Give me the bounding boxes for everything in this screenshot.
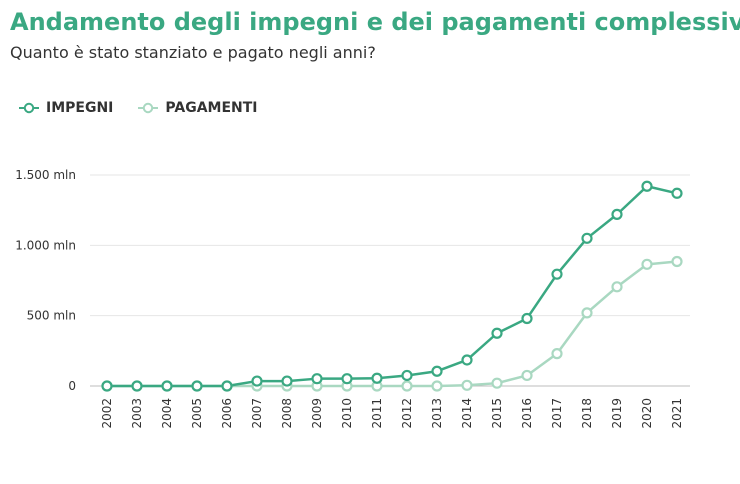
series-line-impegni xyxy=(107,185,678,388)
legend-marker-impegni-icon xyxy=(19,102,39,114)
chart-title: Andamento degli impegni e dei pagamenti … xyxy=(10,8,740,36)
x-tick-label-2018: 2018 xyxy=(580,398,594,429)
point-impegni-2013 xyxy=(431,365,443,377)
point-impegni-2016 xyxy=(521,312,533,325)
y-tick-label-500: 500 mln xyxy=(27,309,76,323)
point-impegni-2018 xyxy=(581,232,593,244)
point-impegni-2021 xyxy=(671,187,683,199)
point-impegni-2007 xyxy=(251,375,263,387)
point-impegni-2002 xyxy=(101,380,113,392)
point-impegni-2003 xyxy=(131,380,143,392)
point-impegni-2015 xyxy=(491,327,503,339)
x-tick-label-2010: 2010 xyxy=(340,398,354,429)
point-impegni-2011 xyxy=(371,372,383,384)
x-tick-label-2007: 2007 xyxy=(250,398,264,429)
point-impegni-2009 xyxy=(311,373,323,385)
point-impegni-2004 xyxy=(161,380,173,392)
point-pagamenti-2018 xyxy=(581,307,593,319)
y-tick-label-1000: 1.000 mln xyxy=(15,238,76,252)
chart-subtitle: Quanto è stato stanziato e pagato negli … xyxy=(10,43,376,62)
point-pagamenti-2017 xyxy=(551,348,563,360)
point-pagamenti-2015 xyxy=(491,377,503,389)
x-tick-label-2019: 2019 xyxy=(610,398,624,429)
point-impegni-2019 xyxy=(611,208,623,220)
series-line-pagamenti xyxy=(107,260,678,388)
point-pagamenti-2019 xyxy=(611,281,623,293)
point-impegni-2020 xyxy=(641,180,653,192)
x-tick-label-2008: 2008 xyxy=(280,398,294,429)
point-pagamenti-2014 xyxy=(461,379,473,391)
point-pagamenti-2013 xyxy=(431,380,443,392)
x-tick-label-2014: 2014 xyxy=(460,398,474,429)
y-tick-label-1500: 1.500 mln xyxy=(15,168,76,182)
legend-label-pagamenti: PAGAMENTI xyxy=(165,100,258,116)
legend-item-impegni[interactable]: IMPEGNI xyxy=(18,100,113,116)
x-tick-label-2021: 2021 xyxy=(670,398,684,429)
point-pagamenti-2020 xyxy=(641,258,653,270)
point-impegni-2005 xyxy=(191,380,203,392)
point-impegni-2017 xyxy=(551,268,563,280)
x-tick-label-2003: 2003 xyxy=(130,398,144,429)
point-impegni-2012 xyxy=(401,369,413,382)
x-tick-label-2016: 2016 xyxy=(520,398,534,429)
y-tick-label-0: 0 xyxy=(68,379,76,393)
point-pagamenti-2021 xyxy=(671,255,683,268)
point-impegni-2014 xyxy=(461,354,473,366)
x-tick-label-2002: 2002 xyxy=(100,398,114,429)
point-pagamenti-2016 xyxy=(521,369,533,382)
x-tick-label-2011: 2011 xyxy=(370,398,384,429)
legend: IMPEGNI PAGAMENTI xyxy=(18,100,282,116)
legend-item-pagamenti[interactable]: PAGAMENTI xyxy=(137,100,258,116)
x-tick-label-2015: 2015 xyxy=(490,398,504,429)
x-tick-label-2012: 2012 xyxy=(400,398,414,429)
x-tick-label-2005: 2005 xyxy=(190,398,204,429)
x-tick-label-2004: 2004 xyxy=(160,398,174,429)
x-tick-label-2017: 2017 xyxy=(550,398,564,429)
point-impegni-2006 xyxy=(221,380,233,392)
x-tick-label-2013: 2013 xyxy=(430,398,444,429)
x-tick-label-2020: 2020 xyxy=(640,398,654,429)
x-tick-label-2006: 2006 xyxy=(220,398,234,429)
legend-label-impegni: IMPEGNI xyxy=(46,100,114,116)
point-impegni-2008 xyxy=(281,375,293,387)
point-pagamenti-2012 xyxy=(401,380,413,392)
x-tick-label-2009: 2009 xyxy=(310,398,324,429)
point-impegni-2010 xyxy=(341,373,353,385)
legend-marker-pagamenti-icon xyxy=(138,102,159,114)
